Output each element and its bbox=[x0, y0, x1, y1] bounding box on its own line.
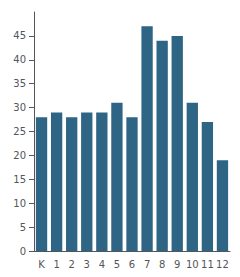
svg-text:K: K bbox=[38, 259, 45, 270]
svg-text:40: 40 bbox=[13, 54, 26, 65]
svg-text:10: 10 bbox=[13, 198, 26, 209]
svg-text:10: 10 bbox=[186, 259, 199, 270]
svg-text:4: 4 bbox=[99, 259, 105, 270]
svg-text:1: 1 bbox=[53, 259, 59, 270]
svg-text:30: 30 bbox=[13, 102, 26, 113]
svg-text:2: 2 bbox=[69, 259, 75, 270]
svg-text:9: 9 bbox=[174, 259, 180, 270]
svg-text:45: 45 bbox=[13, 30, 26, 41]
svg-text:0: 0 bbox=[20, 246, 26, 257]
svg-text:11: 11 bbox=[201, 259, 214, 270]
svg-text:3: 3 bbox=[84, 259, 90, 270]
svg-text:6: 6 bbox=[129, 259, 135, 270]
svg-text:5: 5 bbox=[114, 259, 120, 270]
svg-text:25: 25 bbox=[13, 126, 26, 137]
svg-text:8: 8 bbox=[159, 259, 165, 270]
svg-text:15: 15 bbox=[13, 174, 26, 185]
svg-text:7: 7 bbox=[144, 259, 150, 270]
svg-text:20: 20 bbox=[13, 150, 26, 161]
svg-text:35: 35 bbox=[13, 78, 26, 89]
svg-text:12: 12 bbox=[216, 259, 229, 270]
svg-text:5: 5 bbox=[20, 222, 26, 233]
